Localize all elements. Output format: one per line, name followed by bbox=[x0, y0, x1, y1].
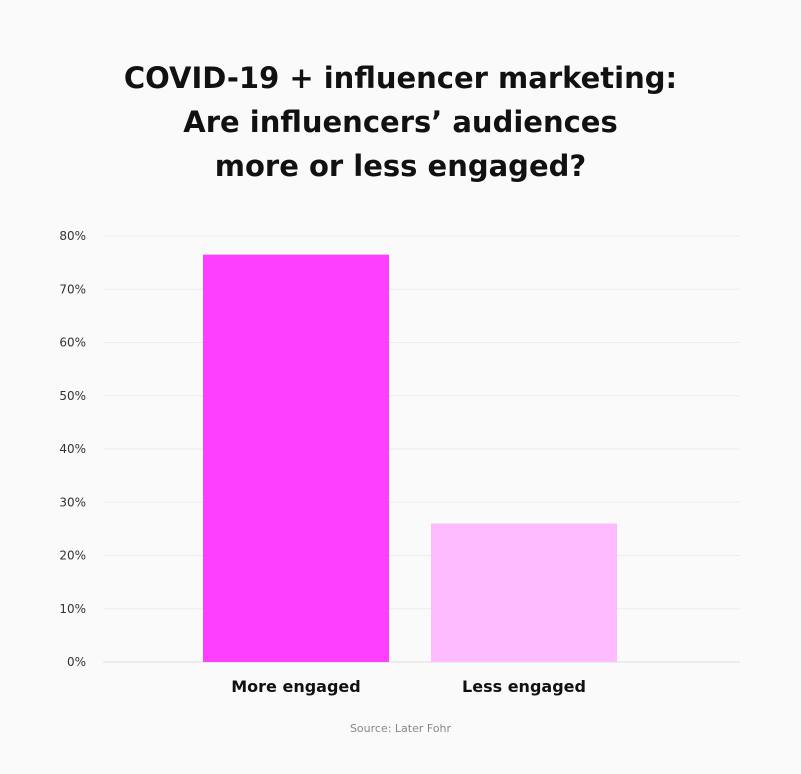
x-axis-category-labels: More engaged Less engaged bbox=[231, 677, 586, 696]
y-tick-label: 70% bbox=[59, 282, 86, 296]
y-tick-label: 40% bbox=[59, 442, 86, 456]
chart-title-line-2: Are influencers’ audiences bbox=[183, 105, 618, 139]
y-tick-label: 50% bbox=[59, 389, 86, 403]
chart-gridlines bbox=[103, 235, 740, 663]
y-tick-label: 20% bbox=[59, 549, 86, 563]
y-tick-label: 60% bbox=[59, 336, 86, 350]
source-note: Source: Later Fohr bbox=[349, 722, 452, 735]
chart-title-line-1: COVID-19 + influencer marketing: bbox=[123, 61, 678, 95]
x-category-label: More engaged bbox=[231, 677, 360, 696]
y-axis-tick-labels: 0% 10% 20% 30% 40% 50% 60% 70% 80% bbox=[59, 229, 86, 669]
chart-bars bbox=[203, 254, 617, 662]
y-tick-label: 0% bbox=[67, 655, 86, 669]
chart-title-line-3: more or less engaged? bbox=[214, 149, 587, 183]
chart-title: COVID-19 + influencer marketing: Are inf… bbox=[0, 56, 801, 188]
x-category-label: Less engaged bbox=[462, 677, 586, 696]
y-tick-label: 10% bbox=[59, 602, 86, 616]
y-tick-label: 80% bbox=[59, 229, 86, 243]
bar-less-engaged bbox=[431, 523, 617, 662]
bar-more-engaged bbox=[203, 254, 389, 662]
y-tick-label: 30% bbox=[59, 495, 86, 509]
